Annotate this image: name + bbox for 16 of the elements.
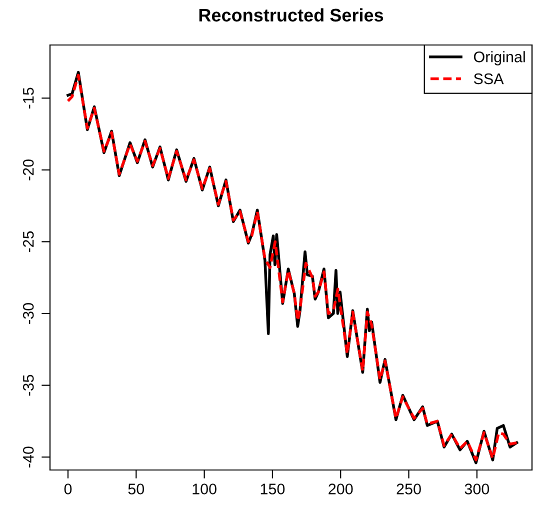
y-tick-label: -25 [22,231,34,252]
x-tick-label: 250 [396,484,421,494]
y-tick-label: -35 [22,374,34,396]
y-tick-label: -20 [22,159,34,180]
x-tick-label: 50 [128,484,144,494]
chart-title: Reconstructed Series [199,8,384,22]
x-tick-label: 100 [192,484,216,494]
x-tick-label: 150 [260,484,285,494]
legend-label: Original [474,51,525,66]
legend-label: SSA [474,73,504,84]
y-tick-label: -30 [22,303,34,324]
x-tick-label: 300 [464,484,490,494]
y-tick-label: -40 [22,446,34,468]
x-tick-label: 200 [328,484,353,494]
x-tick-label: 0 [64,484,72,494]
y-tick-label: -15 [23,88,34,108]
